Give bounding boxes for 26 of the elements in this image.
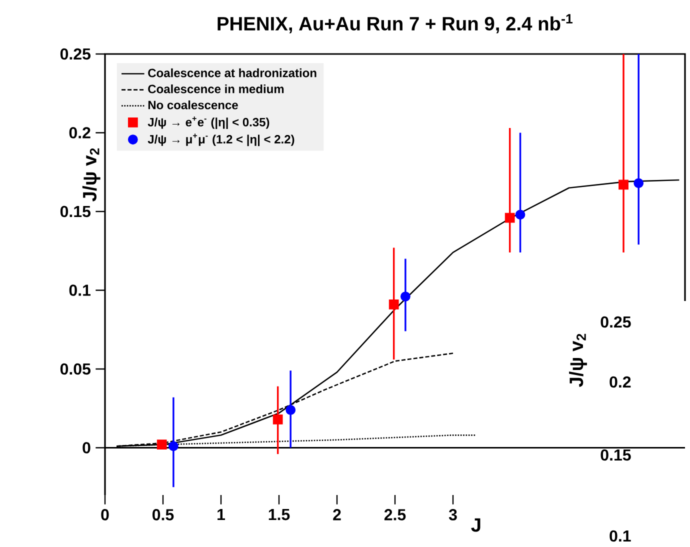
y-axis-title: J/ψ v$_{2}$ [82, 148, 100, 202]
text: 0.1 [610, 530, 631, 542]
legend-label: Coalescence in medium [148, 84, 284, 94]
text: J/ψ v$_{2}$ [569, 334, 587, 387]
y-tick-label: 0.1 [69, 284, 91, 296]
x-tick-label: 1 [218, 509, 225, 520]
y-tick-label: 0.05 [60, 363, 91, 375]
y-tick-label: 0.25 [60, 48, 91, 60]
chart-title: PHENIX, Au+Au Run 7 + Run 9, 2.4 nb$^{-1}$ [218, 14, 573, 34]
legend-label: No coalescence [148, 100, 238, 110]
annotation: 0.2 [610, 376, 631, 388]
y-tick-label: 0.2 [69, 127, 90, 138]
annotation: 0.25 [600, 316, 631, 328]
legend-label: J/ψ → μ$^{+}$μ$^{-}$ (1.2 < |η| < 2.2) [148, 134, 294, 146]
annotation: 0.15 [600, 449, 631, 461]
x-tick-label: 3 [448, 509, 457, 520]
y-tick-label: 0.15 [60, 206, 91, 218]
x-tick-label: 0 [101, 509, 109, 520]
x-axis-title: J [471, 518, 480, 532]
x-tick-label: 2.5 [384, 509, 406, 520]
legend-label: Coalescence at hadronization [148, 68, 316, 78]
x-tick-label: 2 [333, 509, 341, 520]
x-tick-label: 0.5 [152, 509, 174, 520]
legend-label: J/ψ → e$^{+}$e$^{-}$ (|η| < 0.35) [148, 116, 270, 129]
x-tick-label: 1.5 [268, 509, 290, 520]
y-tick-label: 0 [82, 442, 90, 454]
